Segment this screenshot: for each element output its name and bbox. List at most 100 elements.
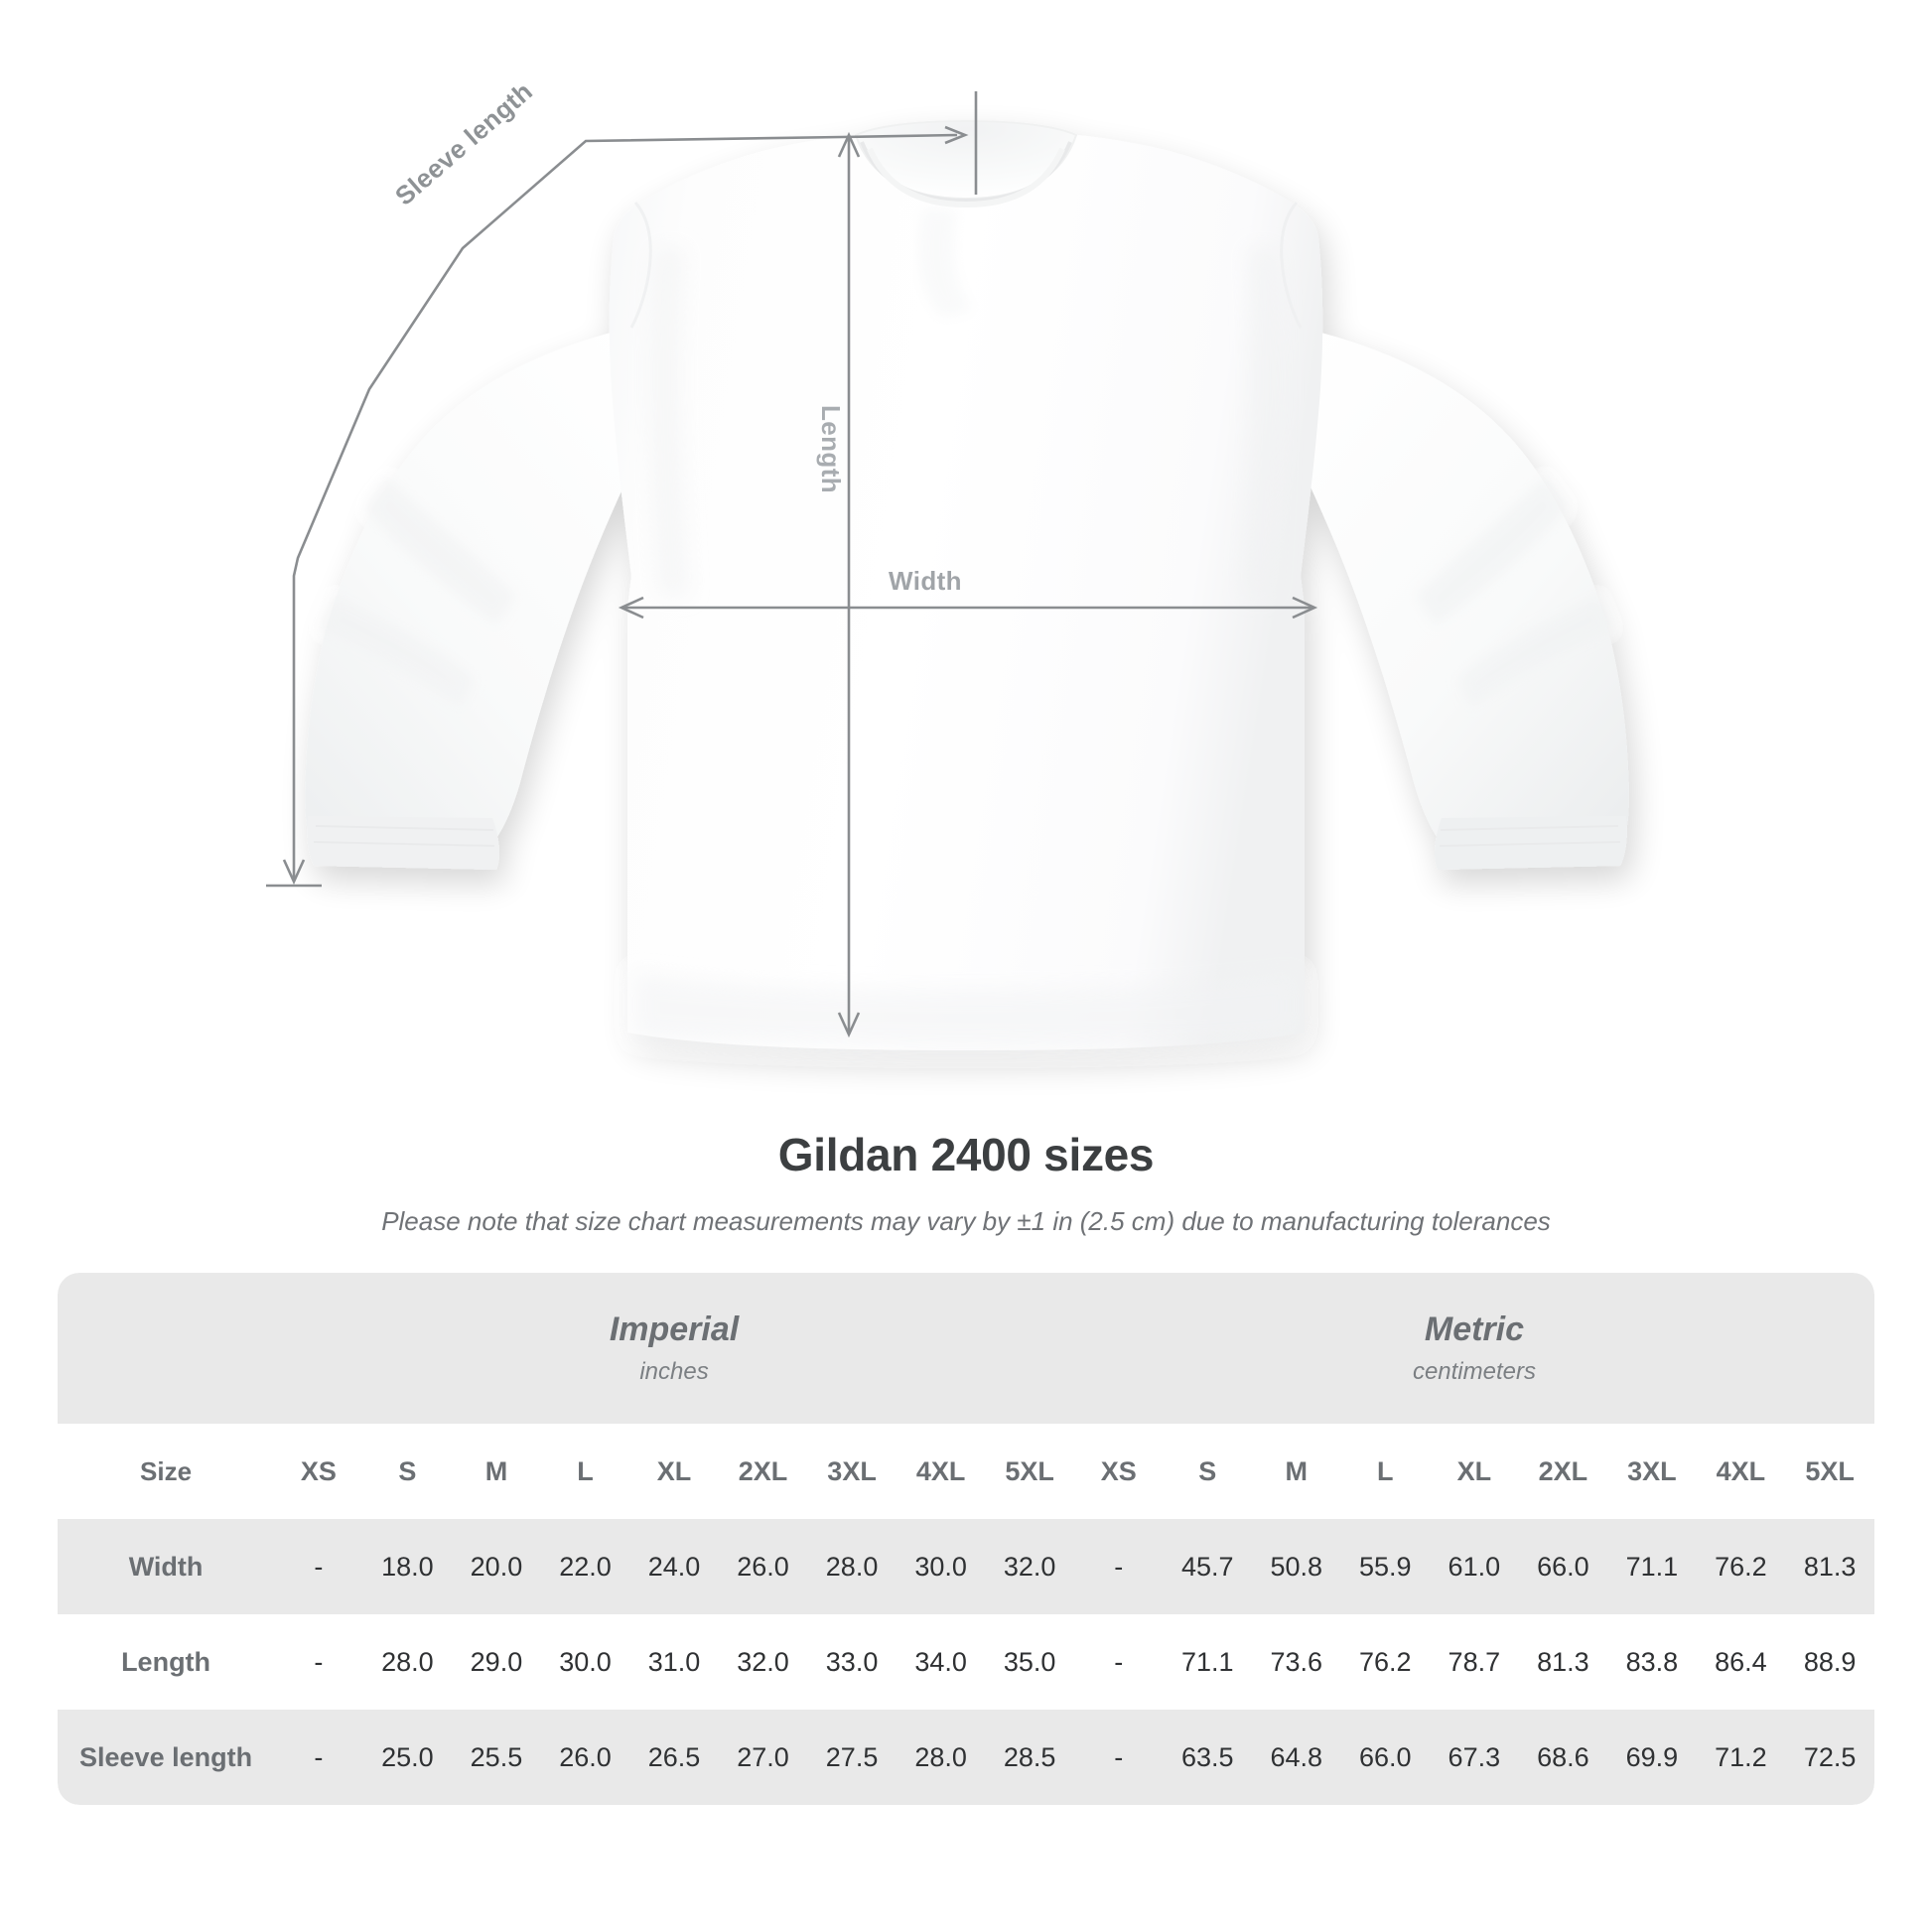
cell-sleeve-length-l-imperial: 26.0 [559, 1741, 612, 1772]
cell-length-5xl-imperial: 35.0 [1003, 1646, 1056, 1677]
cell-length-l-metric: 76.2 [1359, 1646, 1412, 1677]
cell-width-l-imperial: 22.0 [559, 1551, 612, 1582]
row-label-width: Width [128, 1551, 204, 1582]
cell-sleeve-length-m-imperial: 25.5 [470, 1741, 523, 1772]
cell-length-l-imperial: 30.0 [559, 1646, 612, 1677]
size-header-row: Size XS S M L XL 2XL 3XL 4XL 5XL XS S M L XL 2XL 3XL 4XL 5… [58, 1424, 1874, 1519]
table-row: Sleeve length - 25.0 25.5 26.0 26.5 27.0 27.5 28… [58, 1710, 1874, 1805]
cell-length-5xl-metric: 88.9 [1803, 1646, 1857, 1677]
length-dimension-label: Length [816, 405, 846, 494]
size-chart-table-wrap: Imperial inches Metric centimeters Size XS S M L… [58, 1273, 1874, 1805]
size-header-2xl-imperial: 2XL [738, 1455, 788, 1486]
cell-length-m-imperial: 29.0 [470, 1646, 523, 1677]
cell-width-2xl-imperial: 26.0 [737, 1551, 789, 1582]
width-arrow-head-right [1292, 596, 1318, 620]
size-header-3xl-metric: 3XL [1627, 1455, 1677, 1486]
size-header-5xl-imperial: 5XL [1005, 1455, 1054, 1486]
cell-width-2xl-metric: 66.0 [1537, 1551, 1589, 1582]
cell-width-5xl-metric: 81.3 [1803, 1551, 1857, 1582]
unit-group-row: Imperial inches Metric centimeters [58, 1273, 1874, 1424]
size-header-5xl-metric: 5XL [1805, 1455, 1855, 1486]
cell-length-4xl-metric: 86.4 [1715, 1646, 1767, 1677]
title-block: Gildan 2400 sizes Please note that size … [0, 1130, 1932, 1237]
unit-group-sub: centimeters [1412, 1357, 1536, 1385]
cell-length-xl-metric: 78.7 [1448, 1646, 1501, 1677]
size-header-xs-imperial: XS [300, 1455, 337, 1486]
cell-width-m-metric: 50.8 [1270, 1551, 1323, 1582]
garment-svg [266, 91, 1629, 1050]
cell-length-xs-imperial: - [314, 1646, 324, 1677]
cell-length-xs-metric: - [1114, 1646, 1124, 1677]
cell-sleeve-length-xs-metric: - [1114, 1741, 1124, 1772]
cell-width-5xl-imperial: 32.0 [1003, 1551, 1056, 1582]
cell-length-s-imperial: 28.0 [381, 1646, 434, 1677]
size-header-m-metric: M [1285, 1455, 1309, 1486]
table-row: Width - 18.0 20.0 22.0 24.0 26.0 28.0 30.0 32.0 - 4… [58, 1519, 1874, 1614]
cell-sleeve-length-3xl-imperial: 27.5 [825, 1741, 879, 1772]
sleeve-arrow-head [944, 125, 969, 145]
cell-width-xl-metric: 61.0 [1448, 1551, 1501, 1582]
garment-illustration: Width Length Sleeve length [266, 76, 1629, 1050]
size-header-l-imperial: L [577, 1455, 594, 1486]
cell-width-m-imperial: 20.0 [470, 1551, 523, 1582]
width-dimension-label: Width [889, 566, 962, 596]
cell-sleeve-length-4xl-imperial: 28.0 [914, 1741, 967, 1772]
length-arrow-head-bottom [837, 1012, 861, 1038]
cell-sleeve-length-2xl-metric: 68.6 [1537, 1741, 1589, 1772]
page-title: Gildan 2400 sizes [777, 1129, 1155, 1180]
cell-sleeve-length-s-imperial: 25.0 [381, 1741, 434, 1772]
cell-length-m-metric: 73.6 [1270, 1646, 1323, 1677]
cell-sleeve-length-s-metric: 63.5 [1180, 1741, 1234, 1772]
cell-length-4xl-imperial: 34.0 [914, 1646, 967, 1677]
cell-sleeve-length-xs-imperial: - [314, 1741, 324, 1772]
cell-width-3xl-imperial: 28.0 [825, 1551, 879, 1582]
cell-length-3xl-metric: 83.8 [1625, 1646, 1679, 1677]
unit-group-imperial: Imperial inches [274, 1273, 1074, 1424]
cell-width-l-metric: 55.9 [1359, 1551, 1412, 1582]
cell-width-xl-imperial: 24.0 [647, 1551, 701, 1582]
size-chart-body: Imperial inches Metric centimeters Size XS S M L… [58, 1273, 1874, 1805]
size-row-label: Size [140, 1455, 193, 1486]
unit-group-metric: Metric centimeters [1073, 1273, 1874, 1424]
size-header-4xl-imperial: 4XL [915, 1455, 966, 1486]
cell-width-s-metric: 45.7 [1180, 1551, 1234, 1582]
cell-length-xl-imperial: 31.0 [647, 1646, 701, 1677]
size-header-s-metric: S [1198, 1455, 1217, 1486]
unit-group-spacer [58, 1273, 275, 1424]
length-arrow-head-top [837, 131, 861, 158]
size-header-l-metric: L [1377, 1455, 1394, 1486]
size-header-s-imperial: S [398, 1455, 417, 1486]
cell-sleeve-length-5xl-metric: 72.5 [1803, 1741, 1857, 1772]
cell-sleeve-length-m-metric: 64.8 [1270, 1741, 1323, 1772]
width-arrow-head-left [618, 596, 644, 620]
cell-length-2xl-metric: 81.3 [1537, 1646, 1589, 1677]
cell-sleeve-length-2xl-imperial: 27.0 [737, 1741, 789, 1772]
page-subtitle: Please note that size chart measurements… [381, 1205, 1551, 1236]
garment-body [305, 119, 1629, 1050]
cell-sleeve-length-xl-metric: 67.3 [1448, 1741, 1501, 1772]
size-header-3xl-imperial: 3XL [827, 1455, 877, 1486]
size-header-xl-imperial: XL [656, 1455, 692, 1486]
cell-sleeve-length-4xl-metric: 71.2 [1715, 1741, 1767, 1772]
cell-width-s-imperial: 18.0 [381, 1551, 434, 1582]
table-row: Length - 28.0 29.0 30.0 31.0 32.0 33.0 34.0 35.0 -… [58, 1614, 1874, 1710]
cell-sleeve-length-xl-imperial: 26.5 [647, 1741, 701, 1772]
cell-width-3xl-metric: 71.1 [1625, 1551, 1679, 1582]
cell-sleeve-length-5xl-imperial: 28.5 [1003, 1741, 1056, 1772]
measurement-guides [266, 91, 1318, 1038]
cell-width-4xl-imperial: 30.0 [914, 1551, 967, 1582]
cell-width-xs-imperial: - [314, 1551, 324, 1582]
size-header-2xl-metric: 2XL [1538, 1455, 1588, 1486]
size-chart-table: Imperial inches Metric centimeters Size XS S M L… [58, 1273, 1874, 1805]
sleeve-length-guide [292, 133, 958, 880]
unit-group-name: Metric [1424, 1311, 1525, 1349]
size-header-xl-metric: XL [1456, 1455, 1492, 1486]
cell-length-2xl-imperial: 32.0 [737, 1646, 789, 1677]
size-header-m-imperial: M [484, 1455, 508, 1486]
sleeve-arrow-head-bottom [282, 859, 306, 886]
cell-sleeve-length-l-metric: 66.0 [1359, 1741, 1412, 1772]
row-label-sleeve-length: Sleeve length [79, 1741, 253, 1772]
cell-sleeve-length-3xl-metric: 69.9 [1625, 1741, 1679, 1772]
unit-group-sub: inches [639, 1357, 709, 1385]
size-header-xs-metric: XS [1100, 1455, 1137, 1486]
